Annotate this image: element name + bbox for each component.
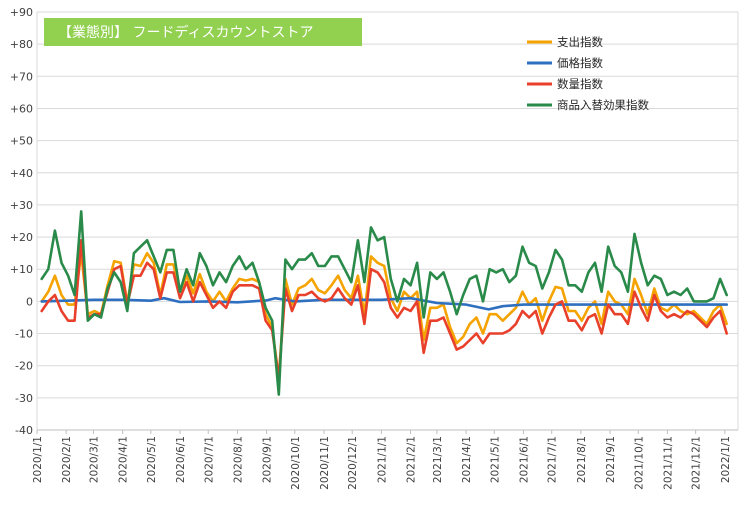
x-tick-label: 2020/8/1: [232, 436, 244, 483]
x-axis: 2020/1/1 2020/2/1 2020/3/1 2020/4/1 2020/5/1…: [32, 430, 732, 490]
x-tick-label: 2020/12/1: [347, 436, 359, 490]
legend-label: 支出指数: [557, 35, 603, 49]
y-tick-label: +50: [10, 135, 33, 148]
x-tick-label: 2020/10/1: [290, 436, 302, 490]
gridlines: [36, 11, 739, 431]
y-tick-label: -30: [15, 392, 33, 405]
y-tick-label: +10: [10, 263, 33, 276]
x-tick-label: 2020/11/1: [319, 436, 331, 490]
chart-title-box: 【業態別】 フードディスカウントストア: [44, 18, 362, 46]
y-tick-label: +80: [10, 38, 33, 51]
x-tick-label: 2020/5/1: [146, 436, 158, 483]
y-tick-label: +60: [10, 102, 33, 115]
x-tick-label: 2020/6/1: [175, 436, 187, 483]
y-axis: -40 -30 -20 -10 0 +10 +20 +30 +40 +50 +60 +70 +80 +90: [10, 6, 33, 437]
y-tick-label: 0: [26, 295, 33, 308]
y-tick-label: +30: [10, 199, 33, 212]
x-tick-label: 2021/3/1: [432, 436, 444, 483]
x-tick-label: 2020/3/1: [88, 436, 100, 483]
y-tick-label: -10: [15, 328, 33, 341]
series-lines: [40, 210, 728, 396]
x-tick-label: 2021/9/1: [605, 436, 617, 483]
x-tick-label: 2020/9/1: [262, 436, 274, 483]
x-tick-label: 2021/5/1: [489, 436, 501, 483]
chart-title: 【業態別】 フードディスカウントストア: [58, 25, 314, 41]
y-tick-label: +90: [10, 6, 33, 19]
y-tick-label: -40: [15, 424, 33, 437]
series-line: [40, 239, 728, 380]
x-tick-label: 2020/4/1: [118, 436, 130, 483]
x-tick-label: 2021/11/1: [662, 436, 674, 490]
x-tick-label: 2022/1/1: [720, 436, 732, 483]
legend-label: 価格指数: [557, 56, 603, 70]
x-tick-label: 2020/7/1: [203, 436, 215, 483]
y-tick-label: +40: [10, 167, 33, 180]
x-tick-label: 2021/4/1: [461, 436, 473, 483]
legend-label: 数量指数: [557, 77, 603, 91]
y-tick-label: +20: [10, 231, 33, 244]
legend-label: 商品入替効果指数: [557, 98, 649, 112]
y-tick-label: +70: [10, 70, 33, 83]
x-tick-label: 2021/8/1: [576, 436, 588, 483]
x-tick-label: 2021/1/1: [376, 436, 388, 483]
x-tick-label: 2021/6/1: [518, 436, 530, 483]
x-tick-label: 2021/7/1: [547, 436, 559, 483]
y-tick-label: -20: [15, 360, 33, 373]
series-line: [40, 210, 728, 396]
x-tick-label: 2020/1/1: [32, 436, 44, 483]
x-tick-label: 2020/2/1: [61, 436, 73, 483]
x-tick-label: 2021/2/1: [406, 436, 418, 483]
x-tick-label: 2021/10/1: [633, 436, 645, 490]
x-tick-label: 2021/12/1: [691, 436, 703, 490]
